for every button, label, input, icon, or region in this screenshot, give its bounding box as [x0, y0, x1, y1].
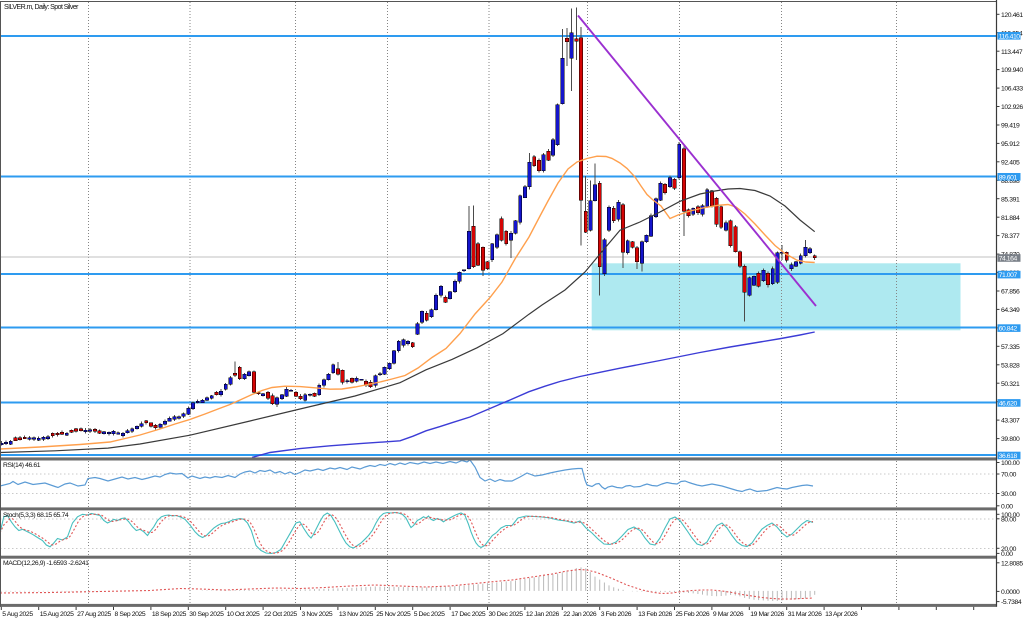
svg-text:30.00: 30.00 [1001, 491, 1017, 498]
svg-text:MACD(12,26,9) -1.6593 -2.6241: MACD(12,26,9) -1.6593 -2.6241 [3, 560, 89, 567]
svg-text:8 Sep 2025: 8 Sep 2025 [115, 611, 146, 618]
svg-text:12.8085: 12.8085 [1001, 560, 1023, 567]
svg-text:25 Feb 2026: 25 Feb 2026 [676, 611, 710, 618]
svg-text:57.335: 57.335 [1001, 344, 1020, 351]
svg-text:RSI(14) 46.61: RSI(14) 46.61 [3, 462, 41, 469]
svg-text:88.898: 88.898 [1001, 178, 1020, 185]
svg-text:89.601: 89.601 [999, 174, 1018, 181]
svg-text:25 Nov 2025: 25 Nov 2025 [376, 611, 411, 618]
svg-text:53.828: 53.828 [1001, 362, 1020, 369]
svg-text:13 Nov 2025: 13 Nov 2025 [339, 611, 374, 618]
svg-text:120.461: 120.461 [1001, 12, 1023, 19]
svg-text:39.800: 39.800 [1001, 436, 1020, 443]
svg-text:81.884: 81.884 [1001, 215, 1020, 222]
svg-text:99.419: 99.419 [1001, 123, 1020, 130]
svg-text:19 Mar 2026: 19 Mar 2026 [750, 611, 784, 618]
svg-text:85.391: 85.391 [1001, 196, 1020, 203]
svg-text:43.307: 43.307 [1001, 418, 1020, 425]
svg-text:SILVER.m, Daily: Spot Silver: SILVER.m, Daily: Spot Silver [4, 4, 79, 11]
svg-text:80.00: 80.00 [1001, 516, 1017, 523]
svg-text:12 Jan 2026: 12 Jan 2026 [526, 611, 560, 618]
svg-text:78.377: 78.377 [1001, 233, 1020, 240]
svg-text:27 Aug 2025: 27 Aug 2025 [77, 611, 111, 618]
svg-text:22 Jan 2026: 22 Jan 2026 [563, 611, 597, 618]
svg-text:13 Apr 2026: 13 Apr 2026 [825, 611, 858, 618]
svg-text:64.349: 64.349 [1001, 307, 1020, 314]
svg-text:3 Nov 2025: 3 Nov 2025 [302, 611, 333, 618]
svg-text:9 Mar 2026: 9 Mar 2026 [713, 611, 744, 618]
svg-text:10 Oct 2025: 10 Oct 2025 [227, 611, 260, 618]
svg-text:Stoch(5,3,3) 68.15 65.74: Stoch(5,3,3) 68.15 65.74 [3, 512, 69, 519]
svg-text:5 Dec 2025: 5 Dec 2025 [414, 611, 445, 618]
svg-text:22 Oct 2025: 22 Oct 2025 [264, 611, 297, 618]
svg-text:0.00: 0.00 [1001, 551, 1013, 558]
svg-text:50.321: 50.321 [1001, 381, 1020, 388]
svg-text:116.410: 116.410 [999, 33, 1021, 40]
svg-text:30 Sep 2025: 30 Sep 2025 [189, 611, 224, 618]
svg-text:31 Mar 2026: 31 Mar 2026 [788, 611, 822, 618]
svg-text:106.433: 106.433 [1001, 86, 1023, 93]
svg-text:0.00: 0.00 [1001, 503, 1013, 510]
svg-text:20.00: 20.00 [1001, 546, 1017, 553]
svg-text:17 Dec 2025: 17 Dec 2025 [451, 611, 486, 618]
svg-text:67.856: 67.856 [1001, 289, 1020, 296]
svg-text:95.912: 95.912 [1001, 141, 1020, 148]
svg-text:60.842: 60.842 [999, 326, 1018, 333]
svg-text:36.618: 36.618 [999, 453, 1018, 460]
svg-text:0.0000: 0.0000 [1001, 589, 1020, 596]
svg-text:71.007: 71.007 [999, 272, 1018, 279]
svg-text:13 Feb 2026: 13 Feb 2026 [638, 611, 672, 618]
svg-text:100.00: 100.00 [1001, 460, 1020, 467]
svg-text:46.620: 46.620 [999, 400, 1018, 407]
svg-text:100.00: 100.00 [1001, 512, 1020, 519]
svg-text:70.00: 70.00 [1001, 472, 1017, 479]
svg-text:92.405: 92.405 [1001, 159, 1020, 166]
svg-text:-5.7384: -5.7384 [1001, 599, 1022, 606]
svg-text:113.447: 113.447 [1001, 49, 1023, 56]
svg-text:3 Feb 2026: 3 Feb 2026 [601, 611, 632, 618]
svg-text:15 Aug 2025: 15 Aug 2025 [40, 611, 74, 618]
svg-text:18 Sep 2025: 18 Sep 2025 [152, 611, 187, 618]
svg-text:109.940: 109.940 [1001, 67, 1023, 74]
svg-text:102.926: 102.926 [1001, 104, 1023, 111]
svg-text:74.164: 74.164 [999, 256, 1018, 263]
svg-text:5 Aug 2025: 5 Aug 2025 [2, 611, 33, 618]
svg-text:30 Dec 2025: 30 Dec 2025 [489, 611, 524, 618]
